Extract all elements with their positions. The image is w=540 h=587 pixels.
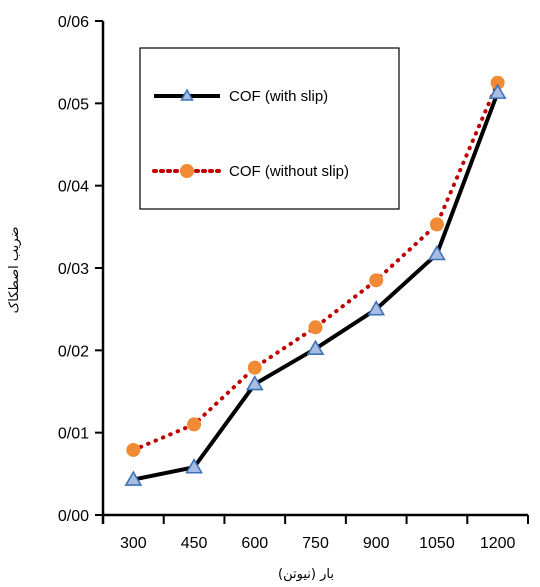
data-point-triangle [185, 458, 203, 474]
data-point-circle [247, 360, 262, 375]
data-point-circle [369, 273, 384, 288]
data-point-triangle [367, 300, 386, 316]
x-tick-label: 900 [363, 535, 390, 552]
y-axis-title: ضریب اصطکاک [7, 227, 22, 314]
x-tick-label: 750 [302, 535, 329, 552]
data-point-triangle [428, 244, 446, 261]
x-tick-label: 600 [241, 535, 268, 552]
data-point-triangle [306, 339, 325, 355]
series-layer [124, 75, 507, 486]
legend-item-with-slip: COF (with slip) [154, 88, 328, 105]
data-point-circle [429, 217, 444, 232]
y-tick-label: 0/06 [58, 14, 89, 31]
x-tick-label: 300 [120, 535, 147, 552]
legend-label-with-slip: COF (with slip) [229, 88, 328, 105]
legend-box [139, 47, 400, 210]
legend-label-without-slip: COF (without slip) [229, 163, 349, 180]
data-point-triangle [488, 83, 507, 99]
data-point-circle [126, 442, 141, 457]
circle-icon [180, 164, 194, 178]
x-tick-label: 1200 [480, 535, 516, 552]
y-tick-label: 0/03 [58, 261, 89, 278]
x-axis: 300 450 600 750 900 1050 1200 [102, 515, 529, 552]
y-tick-label: 0/01 [58, 426, 89, 443]
triangle-icon [180, 88, 194, 101]
y-axis: 0/00 0/01 0/02 0/03 0/04 0/05 0/06 [58, 14, 103, 525]
y-tick-label: 0/04 [58, 179, 89, 196]
legend-item-without-slip: COF (without slip) [152, 163, 349, 180]
data-point-triangle [245, 374, 264, 391]
y-tick-label: 0/02 [58, 343, 89, 360]
legend: COF (with slip) COF (without slip) [139, 47, 400, 210]
x-axis-title: بار (نیوتن) [278, 567, 334, 582]
data-point-circle [308, 320, 323, 335]
data-point-triangle [124, 470, 143, 486]
y-tick-label: 0/00 [58, 508, 89, 525]
y-tick-label: 0/05 [58, 96, 89, 113]
data-point-circle [187, 417, 202, 432]
x-tick-label: 1050 [419, 535, 455, 552]
x-tick-label: 450 [181, 535, 208, 552]
